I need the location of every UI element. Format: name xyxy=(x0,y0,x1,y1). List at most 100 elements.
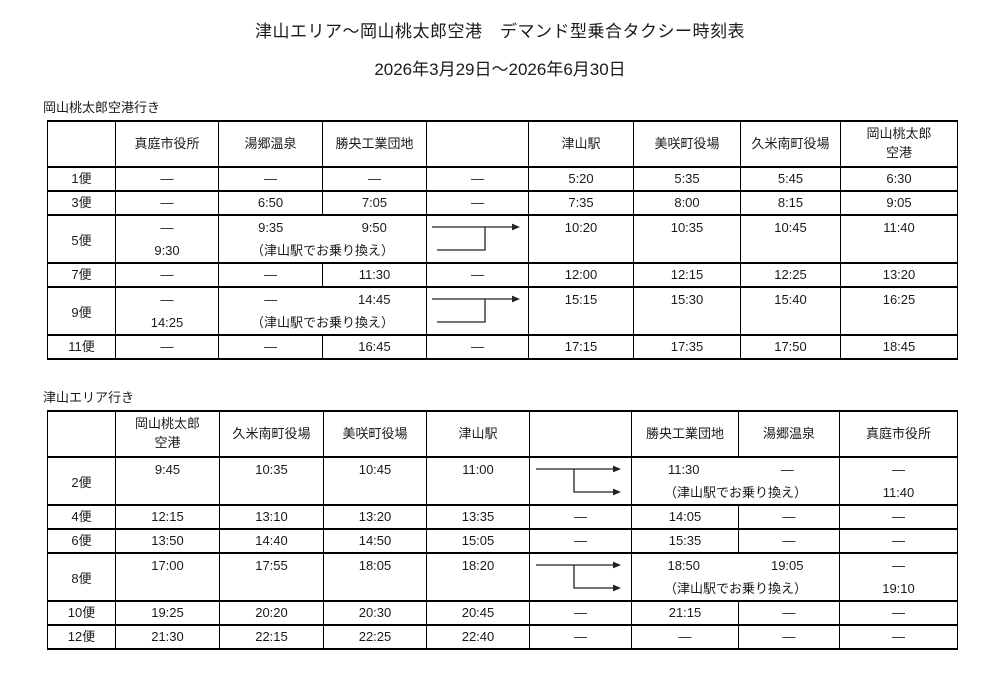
no-service-cell: — xyxy=(839,528,958,554)
time-cell: 15:40 xyxy=(740,286,841,336)
header-cell: 久米南町役場 xyxy=(219,410,324,458)
no-service-cell: — xyxy=(218,334,323,360)
table-row: 7便 — —11:30—12:00 12:15 12:25 13:20 xyxy=(47,262,958,288)
time-cell: 10:45 xyxy=(740,214,841,264)
time-cell: 15:15 xyxy=(528,286,634,336)
no-service-cell: — xyxy=(839,624,958,650)
no-service-cell: — xyxy=(529,600,632,626)
time-value: 10:45 xyxy=(358,462,392,477)
header-row: 岡山桃太郎 空港 久米南町役場 美咲町役場 津山駅 勝央工業団地 湯郷温泉 真庭市役所 xyxy=(47,410,958,458)
page-title: 津山エリア～岡山桃太郎空港 デマンド型乗合タクシー時刻表 xyxy=(255,22,745,41)
time-cell: 5:45 xyxy=(740,166,841,192)
transfer-top-times: 11:30 — xyxy=(633,459,839,481)
time-cell: 12:25 xyxy=(740,262,841,288)
section-label-airport-bound: 岡山桃太郎空港行き xyxy=(43,100,161,115)
transfer-top-times: 18:50 19:05 xyxy=(633,555,839,577)
time-value: 17:00 xyxy=(151,558,184,573)
transfer-cell: — 14:45 （津山駅でお乗り換え） xyxy=(218,286,427,336)
table-row: 12便 21:30 22:15 22:25 22:40— — — — xyxy=(47,624,958,650)
time-value: 15:40 xyxy=(774,292,807,307)
stacked-time-cell: — 9:30 xyxy=(115,214,219,264)
merge-arrow-cell xyxy=(426,286,529,336)
time-cell: 6:50 xyxy=(218,190,323,216)
no-service-value: — xyxy=(892,558,905,573)
no-service-cell: — xyxy=(426,334,529,360)
header-cell: 真庭市役所 xyxy=(839,410,958,458)
no-service-cell: — xyxy=(839,600,958,626)
table-row: 4便 12:15 13:10 13:20 13:35—14:05— — xyxy=(47,504,958,530)
time-cell: 12:00 xyxy=(528,262,634,288)
time-cell: 22:40 xyxy=(426,624,530,650)
time-cell: 22:25 xyxy=(323,624,427,650)
header-cell: 勝央工業団地 xyxy=(631,410,739,458)
row-label: 10便 xyxy=(47,600,116,626)
stacked-time-cell: — 14:25 xyxy=(115,286,219,336)
time-value: 11:00 xyxy=(462,462,494,477)
header-cell: 美咲町役場 xyxy=(633,120,741,168)
no-service-value: — xyxy=(780,462,794,477)
time-value: 11:40 xyxy=(882,485,915,500)
time-cell: 13:35 xyxy=(426,504,530,530)
time-cell: 10:45 xyxy=(323,456,427,506)
row-label: 6便 xyxy=(47,528,116,554)
no-service-cell: — xyxy=(839,504,958,530)
no-service-cell: — xyxy=(529,528,632,554)
time-value: 17:55 xyxy=(255,558,288,573)
time-cell: 13:50 xyxy=(115,528,220,554)
time-value: 10:35 xyxy=(255,462,288,477)
transfer-note: （津山駅でお乗り換え） xyxy=(663,581,807,596)
time-cell: 8:15 xyxy=(740,190,841,216)
row-label: 2便 xyxy=(47,456,116,506)
header-cell: 勝央工業団地 xyxy=(322,120,427,168)
no-service-value: — xyxy=(892,462,905,477)
header-cell: 久米南町役場 xyxy=(740,120,841,168)
header-cell: 湯郷温泉 xyxy=(738,410,840,458)
stacked-time-cell: — 19:10 xyxy=(839,552,958,602)
time-cell: 13:10 xyxy=(219,504,324,530)
time-cell: 14:05 xyxy=(631,504,739,530)
time-value: 19:05 xyxy=(770,558,804,573)
transfer-note: （津山駅でお乗り換え） xyxy=(250,315,394,330)
no-service-value: — xyxy=(264,292,278,307)
time-cell: 14:50 xyxy=(323,528,427,554)
fork-arrow-icon xyxy=(535,561,621,592)
header-cell-empty xyxy=(47,410,116,458)
time-cell: 17:50 xyxy=(740,334,841,360)
header-cell: 湯郷温泉 xyxy=(218,120,323,168)
transfer-note: （津山駅でお乗り換え） xyxy=(250,243,394,258)
time-value: 16:25 xyxy=(882,292,916,307)
table-row: 8便 17:00 17:55 18:05 18:20 18:50 19:05 （津山駅でお乗り… xyxy=(47,552,958,602)
timetable-tsuyama-bound: 岡山桃太郎 空港 久米南町役場 美咲町役場 津山駅 勝央工業団地 湯郷温泉 真庭市役所 2便 9… xyxy=(0,410,1000,650)
no-service-cell: — xyxy=(426,262,529,288)
header-cell: 岡山桃太郎 空港 xyxy=(840,120,958,168)
time-cell: 9:05 xyxy=(840,190,958,216)
merge-arrow-cell xyxy=(426,214,529,264)
time-cell: 14:40 xyxy=(219,528,324,554)
no-service-cell: — xyxy=(738,504,840,530)
transfer-cell: 11:30 — （津山駅でお乗り換え） xyxy=(631,456,840,506)
transfer-cell: 9:35 9:50 （津山駅でお乗り換え） xyxy=(218,214,427,264)
time-cell: 17:00 xyxy=(115,552,220,602)
row-label: 8便 xyxy=(47,552,116,602)
transfer-cell: 18:50 19:05 （津山駅でお乗り換え） xyxy=(631,552,840,602)
no-service-cell: — xyxy=(738,528,840,554)
time-cell: 12:15 xyxy=(633,262,741,288)
no-service-cell: — xyxy=(426,166,529,192)
time-cell: 17:55 xyxy=(219,552,324,602)
time-cell: 9:45 xyxy=(115,456,220,506)
time-cell: 18:45 xyxy=(840,334,958,360)
timetable-airport-bound: 真庭市役所 湯郷温泉 勝央工業団地 津山駅 美咲町役場 久米南町役場 岡山桃太郎 空港 1便 —… xyxy=(0,120,1000,360)
row-label: 3便 xyxy=(47,190,116,216)
row-label: 9便 xyxy=(47,286,116,336)
time-cell: 8:00 xyxy=(633,190,741,216)
time-cell: 5:35 xyxy=(633,166,741,192)
timetable: 真庭市役所 湯郷温泉 勝央工業団地 津山駅 美咲町役場 久米南町役場 岡山桃太郎 空港 1便 —… xyxy=(47,120,958,360)
section-label-tsuyama-bound: 津山エリア行き xyxy=(43,390,135,405)
table-row: 11便 — —16:45—17:15 17:35 17:50 18:45 xyxy=(47,334,958,360)
time-cell: 6:30 xyxy=(840,166,958,192)
header-cell-empty xyxy=(529,410,632,458)
no-service-cell: — xyxy=(115,166,219,192)
time-value: 10:20 xyxy=(564,220,598,235)
merge-arrow-icon xyxy=(431,223,520,251)
header-cell: 津山駅 xyxy=(426,410,530,458)
